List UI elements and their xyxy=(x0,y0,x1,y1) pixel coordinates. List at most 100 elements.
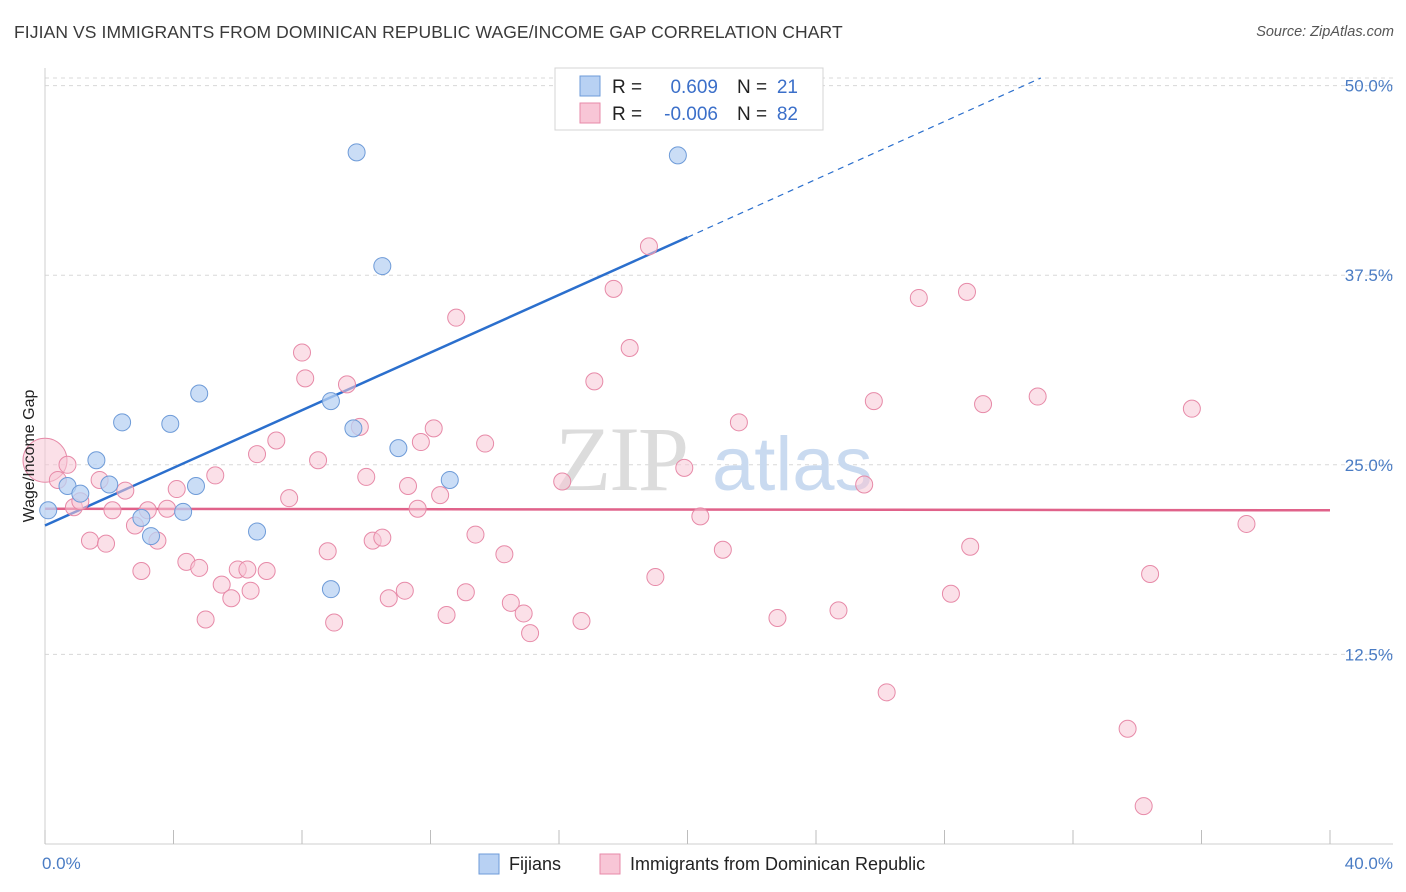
immigrants-point xyxy=(196,610,215,629)
immigrants-point xyxy=(957,282,976,301)
immigrants-point xyxy=(222,589,241,608)
bottom-legend: Fijians Immigrants from Dominican Republ… xyxy=(478,853,925,875)
immigrants-point xyxy=(103,501,122,520)
chart-source: Source: ZipAtlas.com xyxy=(1256,24,1394,40)
immigrants-point xyxy=(585,372,604,391)
legend-r-label-2: R = xyxy=(612,104,642,125)
fijians-points xyxy=(39,143,687,599)
bottom-legend-swatch-fijians xyxy=(478,853,500,875)
immigrants-point xyxy=(974,395,993,414)
watermark: ZIP atlas xyxy=(555,408,873,510)
x-tick-label-max: 40.0% xyxy=(1345,854,1393,873)
fijians-point xyxy=(113,413,132,432)
fijians-point xyxy=(321,580,340,599)
immigrants-point xyxy=(646,568,665,587)
fijians-point xyxy=(344,419,363,438)
chart-title: FIJIAN VS IMMIGRANTS FROM DOMINICAN REPU… xyxy=(14,22,843,42)
immigrants-point xyxy=(167,480,186,499)
fijians-point xyxy=(389,439,408,458)
legend-n-label-1: N = xyxy=(737,77,767,98)
y-tick-label: 12.5% xyxy=(1345,645,1393,664)
immigrants-point xyxy=(961,537,980,556)
immigrants-point xyxy=(411,433,430,452)
immigrants-point xyxy=(132,561,151,580)
immigrants-point xyxy=(495,545,514,564)
legend-swatch-immigrants xyxy=(579,102,601,124)
immigrants-point xyxy=(620,338,639,357)
immigrants-point xyxy=(521,624,540,643)
immigrants-point xyxy=(466,525,485,544)
immigrants-point xyxy=(437,605,456,624)
immigrants-point xyxy=(604,279,623,298)
immigrants-point xyxy=(97,534,116,553)
immigrants-point xyxy=(158,499,177,518)
fijians-point xyxy=(161,414,180,433)
immigrants-point xyxy=(514,604,533,623)
watermark-atlas: atlas xyxy=(712,422,873,507)
immigrants-point xyxy=(675,458,694,477)
immigrants-point xyxy=(325,613,344,632)
x-tick-label-min: 0.0% xyxy=(42,854,81,873)
legend-r-value-2: -0.006 xyxy=(664,104,718,125)
immigrants-point xyxy=(212,575,231,594)
fijians-point xyxy=(373,257,392,276)
fijians-point xyxy=(174,502,193,521)
fijians-point xyxy=(440,470,459,489)
immigrants-point xyxy=(80,531,99,550)
legend-r-label-1: R = xyxy=(612,77,642,98)
immigrants-point xyxy=(293,343,311,362)
immigrants-point xyxy=(424,419,443,438)
immigrants-point xyxy=(257,561,276,580)
immigrants-point xyxy=(501,593,520,612)
fijians-point xyxy=(87,451,106,470)
immigrants-point xyxy=(238,560,257,579)
immigrants-point xyxy=(1182,399,1201,418)
immigrants-point xyxy=(864,392,883,411)
immigrants-point xyxy=(829,601,848,620)
legend-swatch-fijians xyxy=(579,75,601,97)
immigrants-point xyxy=(855,475,874,494)
fijians-trend-line xyxy=(44,236,689,527)
immigrants-points xyxy=(22,237,1256,816)
immigrants-point xyxy=(1237,514,1256,533)
fijians-point xyxy=(248,522,267,541)
immigrants-point xyxy=(431,486,450,505)
top-legend: R = 0.609 N = 21 R = -0.006 N = 82 xyxy=(554,67,824,131)
immigrants-point xyxy=(909,288,928,307)
immigrants-point xyxy=(190,558,209,577)
immigrants-point xyxy=(241,581,260,600)
y-tick-label: 37.5% xyxy=(1345,266,1393,285)
immigrants-point xyxy=(248,445,267,464)
legend-n-value-2: 82 xyxy=(777,104,798,125)
fijians-point xyxy=(186,477,205,496)
immigrants-point xyxy=(267,431,286,450)
immigrants-point xyxy=(1028,387,1047,406)
immigrants-point xyxy=(1118,719,1137,738)
fijians-point xyxy=(142,527,161,546)
fijians-trend-extension xyxy=(687,77,1042,238)
trend-layer xyxy=(44,77,1331,527)
immigrants-point xyxy=(456,583,475,602)
immigrants-point xyxy=(447,308,466,327)
fijians-point xyxy=(347,143,366,162)
fijians-point xyxy=(190,384,209,403)
immigrants-point xyxy=(318,542,337,561)
immigrants-point xyxy=(280,489,299,508)
bottom-legend-label-immigrants: Immigrants from Dominican Republic xyxy=(630,854,925,874)
legend-n-value-1: 21 xyxy=(777,77,798,98)
bottom-legend-swatch-immigrants xyxy=(599,853,621,875)
fijians-point xyxy=(100,475,119,494)
immigrants-point xyxy=(373,528,392,547)
immigrants-point xyxy=(296,369,315,388)
immigrants-point xyxy=(206,466,225,485)
fijians-point xyxy=(39,501,58,520)
immigrants-point xyxy=(768,608,787,627)
immigrants-point xyxy=(1134,797,1153,816)
watermark-zip: ZIP xyxy=(555,408,687,510)
immigrants-point xyxy=(713,540,732,559)
grid-layer: 12.5% 25.0% 37.5% 50.0% xyxy=(45,77,1393,664)
immigrants-point xyxy=(399,477,418,496)
immigrants-trend-line xyxy=(44,507,1331,512)
immigrants-point xyxy=(309,451,328,470)
